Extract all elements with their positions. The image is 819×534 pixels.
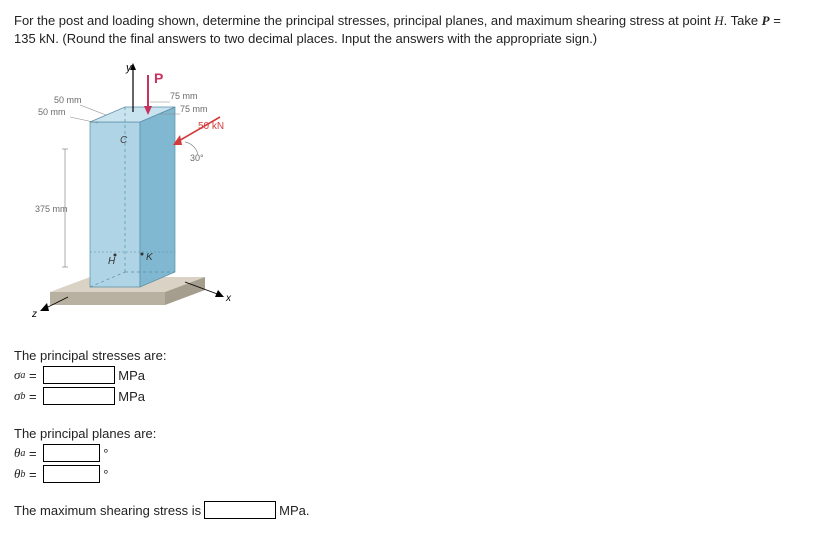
theta-b-unit: ° xyxy=(103,467,108,482)
load-50kN-label: 50 kN xyxy=(198,121,224,132)
max-shear-input[interactable] xyxy=(204,501,276,519)
theta-a-input[interactable] xyxy=(43,444,100,462)
sigma-b-input[interactable] xyxy=(43,387,115,405)
angle-30-label: 30° xyxy=(190,153,204,163)
stresses-label: The principal stresses are: xyxy=(14,348,805,363)
sigma-a-input[interactable] xyxy=(43,366,115,384)
equals-4: = xyxy=(25,467,40,482)
problem-statement: For the post and loading shown, determin… xyxy=(14,12,805,47)
theta-b-line: θb = ° xyxy=(14,465,805,483)
dim-75mm-inner: 75 mm xyxy=(180,104,208,114)
dim-75mm-top: 75 mm xyxy=(170,91,198,101)
dim-50mm-inner: 50 mm xyxy=(38,107,66,117)
equals-1: = xyxy=(25,368,40,383)
problem-text-1: For the post and loading shown, determin… xyxy=(14,13,714,28)
equals-2: = xyxy=(25,389,40,404)
load-var-P: P xyxy=(762,13,770,28)
planes-section: The principal planes are: θa = ° θb = ° xyxy=(14,426,805,483)
figure: y P 50 mm 50 mm 75 mm 75 mm 50 kN 30° 37… xyxy=(20,57,805,330)
max-shear-post: MPa. xyxy=(279,503,309,518)
z-arrow xyxy=(40,303,49,311)
problem-text-2: . Take xyxy=(724,13,762,28)
theta-b-input[interactable] xyxy=(43,465,100,483)
max-shear-line: The maximum shearing stress is MPa. xyxy=(14,501,805,519)
theta-a-unit: ° xyxy=(103,446,108,461)
x-label: x xyxy=(225,293,232,304)
point-H-label: H xyxy=(108,256,116,267)
sigma-b-line: σb = MPa xyxy=(14,387,805,405)
post-diagram: y P 50 mm 50 mm 75 mm 75 mm 50 kN 30° 37… xyxy=(20,57,260,327)
sigma-a-line: σa = MPa xyxy=(14,366,805,384)
base-front xyxy=(50,292,165,305)
dim-375mm-label: 375 mm xyxy=(35,204,68,214)
equals-3: = xyxy=(25,446,40,461)
point-K-dot xyxy=(141,253,144,256)
max-shear-pre: The maximum shearing stress is xyxy=(14,503,201,518)
dim-50mm-left: 50 mm xyxy=(54,95,82,105)
dim-line-50a xyxy=(80,105,106,115)
point-C-label: C xyxy=(120,135,128,146)
stresses-section: The principal stresses are: σa = MPa σb … xyxy=(14,348,805,405)
z-label: z xyxy=(31,309,37,320)
point-H: H xyxy=(714,13,723,28)
P-label: P xyxy=(154,70,163,86)
planes-label: The principal planes are: xyxy=(14,426,805,441)
sigma-a-unit: MPa xyxy=(118,368,145,383)
theta-a-line: θa = ° xyxy=(14,444,805,462)
sigma-b-unit: MPa xyxy=(118,389,145,404)
